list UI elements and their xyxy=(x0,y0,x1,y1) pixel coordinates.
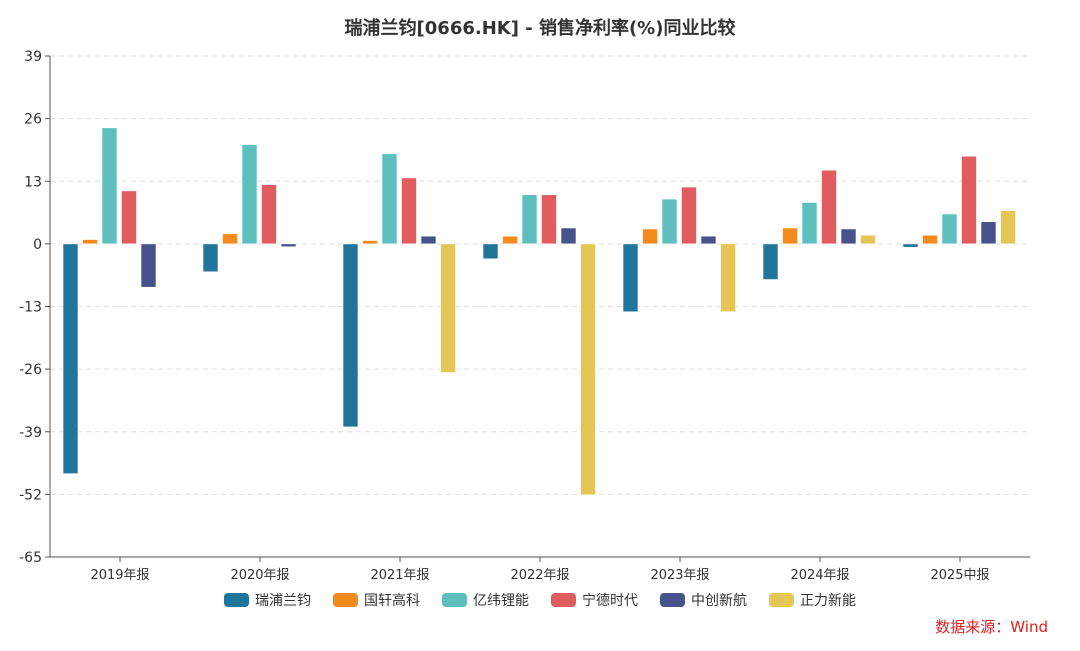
bar[interactable] xyxy=(622,243,639,313)
y-tick-label: -39 xyxy=(19,425,42,441)
bar[interactable] xyxy=(961,155,977,245)
bar[interactable] xyxy=(261,184,277,245)
bar[interactable] xyxy=(762,243,779,280)
bar[interactable] xyxy=(420,235,437,245)
y-tick-label: 39 xyxy=(24,49,42,65)
legend-label: 中创新航 xyxy=(691,593,747,609)
legend-item[interactable]: 亿纬锂能 xyxy=(442,590,529,610)
legend-swatch-icon xyxy=(333,593,358,607)
legend-swatch-icon xyxy=(660,593,685,607)
legend-label: 瑞浦兰钧 xyxy=(255,593,311,609)
bar[interactable] xyxy=(720,243,736,313)
bar[interactable] xyxy=(700,235,717,245)
legend: 瑞浦兰钧 国轩高科 亿纬锂能 宁德时代 中创新航 正力新能 xyxy=(0,590,1080,610)
bar[interactable] xyxy=(922,234,938,245)
y-tick-label: -52 xyxy=(19,487,42,503)
bar[interactable] xyxy=(840,228,857,245)
bar[interactable] xyxy=(121,190,137,245)
y-tick-label: 13 xyxy=(24,174,42,190)
bar[interactable] xyxy=(941,213,958,245)
bar[interactable] xyxy=(521,194,538,245)
bar[interactable] xyxy=(502,235,518,245)
x-tick-label: 2021年报 xyxy=(370,568,429,583)
y-tick-label: 26 xyxy=(24,112,42,128)
bar[interactable] xyxy=(1000,210,1016,245)
bar[interactable] xyxy=(482,243,499,260)
bar[interactable] xyxy=(541,194,557,245)
bar[interactable] xyxy=(381,153,398,245)
bar[interactable] xyxy=(241,144,258,245)
x-tick-label: 2025中报 xyxy=(930,568,989,583)
legend-swatch-icon xyxy=(551,593,576,607)
bar[interactable] xyxy=(101,127,118,245)
legend-label: 宁德时代 xyxy=(582,593,638,609)
legend-item[interactable]: 正力新能 xyxy=(769,590,856,610)
x-tick-label: 2024年报 xyxy=(790,568,849,583)
bar[interactable] xyxy=(860,234,876,245)
bar[interactable] xyxy=(222,233,238,245)
bar[interactable] xyxy=(140,243,157,288)
legend-item[interactable]: 宁德时代 xyxy=(551,590,638,610)
bar[interactable] xyxy=(821,169,837,245)
data-source-note: 数据来源：Wind xyxy=(935,618,1048,636)
bar[interactable] xyxy=(342,243,359,428)
legend-item[interactable]: 瑞浦兰钧 xyxy=(224,590,311,610)
legend-swatch-icon xyxy=(442,593,467,607)
bar[interactable] xyxy=(440,243,456,373)
legend-label: 亿纬锂能 xyxy=(473,593,529,609)
bar[interactable] xyxy=(202,243,219,273)
legend-item[interactable]: 国轩高科 xyxy=(333,590,420,610)
y-tick-label: 0 xyxy=(33,237,42,253)
legend-item[interactable]: 中创新航 xyxy=(660,590,747,610)
x-tick-label: 2022年报 xyxy=(510,568,569,583)
bar[interactable] xyxy=(642,228,658,245)
legend-swatch-icon xyxy=(769,593,794,607)
y-tick-label: -13 xyxy=(19,300,42,316)
bar[interactable] xyxy=(980,221,997,245)
bar[interactable] xyxy=(801,202,818,245)
bars xyxy=(62,127,1016,496)
x-tick-label: 2020年报 xyxy=(230,568,289,583)
bar[interactable] xyxy=(902,243,919,248)
y-tick-label: -26 xyxy=(19,362,42,378)
bar[interactable] xyxy=(580,243,596,496)
legend-swatch-icon xyxy=(224,593,249,607)
axes: 39 26 13 0 -13 -26 -39 -52 -65 2019年报 2020年报 2021年报… xyxy=(19,49,1030,583)
y-tick-label: -65 xyxy=(19,550,42,566)
bar[interactable] xyxy=(82,239,98,245)
bar[interactable] xyxy=(280,243,297,248)
x-tick-label: 2023年报 xyxy=(650,568,709,583)
bar[interactable] xyxy=(681,186,697,245)
bar[interactable] xyxy=(62,243,79,474)
legend-label: 正力新能 xyxy=(800,593,856,609)
legend-label: 国轩高科 xyxy=(364,593,420,609)
bar[interactable] xyxy=(782,227,798,245)
bar[interactable] xyxy=(661,198,678,245)
chart-title: 瑞浦兰钧[0666.HK] - 销售净利率(%)同业比较 xyxy=(344,18,736,39)
bar[interactable] xyxy=(362,240,378,245)
bar[interactable] xyxy=(560,227,577,245)
bar[interactable] xyxy=(401,177,417,245)
gridlines xyxy=(50,55,1030,495)
x-tick-label: 2019年报 xyxy=(90,568,149,583)
